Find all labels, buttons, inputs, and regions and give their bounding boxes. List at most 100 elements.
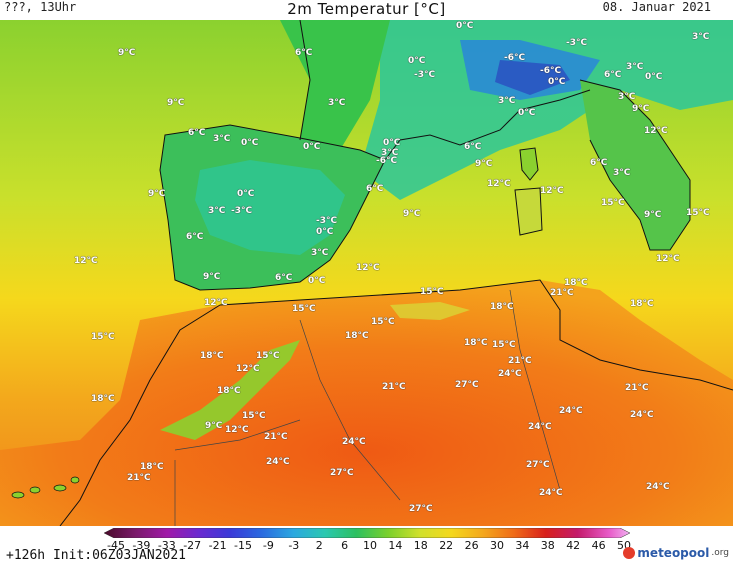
temp-label: 9°C: [644, 210, 662, 220]
temp-label: 24°C: [559, 406, 583, 416]
colorbar-tick-label: -21: [208, 539, 227, 552]
run-info: +126h Init:06Z03JAN2021: [6, 548, 187, 563]
temp-label: 15°C: [91, 332, 115, 342]
temp-label: 15°C: [420, 287, 444, 297]
temp-label: 9°C: [475, 159, 493, 169]
temp-label: -3°C: [414, 70, 436, 80]
temp-label: -3°C: [566, 38, 588, 48]
temp-label: 3°C: [613, 168, 631, 178]
colorbar-tick-label: -15: [234, 539, 252, 552]
colorbar-tick-label: 2: [315, 539, 323, 552]
colorbar-tick-label: 34: [515, 539, 530, 552]
cold-band-alps: [360, 20, 733, 200]
temp-label: 24°C: [266, 457, 290, 467]
temp-label: 18°C: [564, 278, 588, 288]
temp-label: 0°C: [383, 138, 401, 148]
temp-label: 24°C: [630, 410, 654, 420]
temp-label: 15°C: [601, 198, 625, 208]
temp-label: 15°C: [292, 304, 316, 314]
temp-label: -6°C: [540, 66, 562, 76]
iberia-cold-core: [195, 160, 345, 255]
atlas-mountains: [160, 340, 300, 440]
temp-label: 0°C: [303, 142, 321, 152]
temp-label: 6°C: [275, 273, 293, 283]
temp-label: -3°C: [316, 216, 338, 226]
temp-label: 24°C: [498, 369, 522, 379]
temp-label: 12°C: [487, 179, 511, 189]
temp-label: 15°C: [256, 351, 280, 361]
temp-label: 12°C: [74, 256, 98, 266]
colorbar-tick-label: 10: [363, 539, 377, 552]
temp-label: 6°C: [188, 128, 206, 138]
temp-label: 6°C: [186, 232, 204, 242]
temp-label: 6°C: [464, 142, 482, 152]
temp-label: 0°C: [518, 108, 536, 118]
temp-label: 3°C: [498, 96, 516, 106]
temp-label: 18°C: [140, 462, 164, 472]
temp-label: 15°C: [242, 411, 266, 421]
temp-label: 0°C: [316, 227, 334, 237]
corsica: [520, 148, 538, 180]
temp-label: 27°C: [330, 468, 354, 478]
temp-label: 3°C: [328, 98, 346, 108]
temp-label: 3°C: [692, 32, 710, 42]
temp-label: 0°C: [408, 56, 426, 66]
colorbar-tick-label: -33: [157, 539, 176, 552]
temp-label: 21°C: [508, 356, 532, 366]
temp-label: 12°C: [204, 298, 228, 308]
temp-label: 6°C: [295, 48, 313, 58]
temp-label: 12°C: [356, 263, 380, 273]
temp-label: 9°C: [403, 209, 421, 219]
temp-label: 18°C: [464, 338, 488, 348]
temp-label: 9°C: [118, 48, 136, 58]
temp-label: -6°C: [376, 156, 398, 166]
temp-label: 12°C: [656, 254, 680, 264]
sardinia: [515, 188, 542, 235]
tell-atlas: [390, 302, 470, 320]
temperature-map: 0°C 6°C 9°C 0°C -3°C -6°C -3°C 3°C -6°C …: [0, 20, 733, 526]
colorbar-tick-label: 38: [540, 539, 555, 552]
map-canvas: [0, 20, 733, 526]
temp-label: 18°C: [630, 299, 654, 309]
temperature-colorbar: [104, 528, 630, 538]
temp-label: 3°C: [208, 206, 226, 216]
chart-title: 2m Temperatur [°C]: [287, 0, 446, 18]
temp-label: 27°C: [455, 380, 479, 390]
temp-label: 3°C: [618, 92, 636, 102]
temp-label: 9°C: [632, 104, 650, 114]
temp-label: 12°C: [540, 186, 564, 196]
temp-label: 21°C: [127, 473, 151, 483]
temp-label: 0°C: [237, 189, 255, 199]
temp-label: 6°C: [604, 70, 622, 80]
temp-label: 12°C: [225, 425, 249, 435]
colorbar-ticks: -45 -39 -33 -27 -21 -15 -9 -3 2 6 10 14 18 22 26 30 34 38…: [104, 539, 634, 553]
temp-label: 12°C: [236, 364, 260, 374]
temp-label: 15°C: [686, 208, 710, 218]
colorbar-tick-label: 6: [341, 539, 349, 552]
colorbar-tick-label: 18: [413, 539, 428, 552]
france-land: [280, 20, 390, 150]
temp-label: 24°C: [539, 488, 563, 498]
temp-label: 21°C: [264, 432, 288, 442]
colorbar-tick-label: -27: [183, 539, 202, 552]
temp-label: 18°C: [200, 351, 224, 361]
meteopool-logo[interactable]: meteopool .org: [623, 546, 729, 560]
north-africa-land: [0, 280, 733, 526]
temp-label: 24°C: [646, 482, 670, 492]
forecast-date: 08. Januar 2021: [602, 0, 711, 14]
temp-label: 9°C: [167, 98, 185, 108]
temp-label: 21°C: [550, 288, 574, 298]
italy-land: [580, 80, 690, 250]
temp-label: 0°C: [241, 138, 259, 148]
temp-label: 18°C: [345, 331, 369, 341]
colorbar-tick-label: 26: [464, 539, 479, 552]
alps-coldest: [495, 60, 570, 95]
temp-label: 6°C: [590, 158, 608, 168]
temp-label: 18°C: [490, 302, 514, 312]
temp-label: 3°C: [213, 134, 231, 144]
temp-label: 3°C: [381, 148, 399, 158]
temp-label: 9°C: [148, 189, 166, 199]
temp-label: 3°C: [311, 248, 329, 258]
colorbar-tick-label: 14: [388, 539, 403, 552]
colorbar-tick-label: 30: [490, 539, 504, 552]
